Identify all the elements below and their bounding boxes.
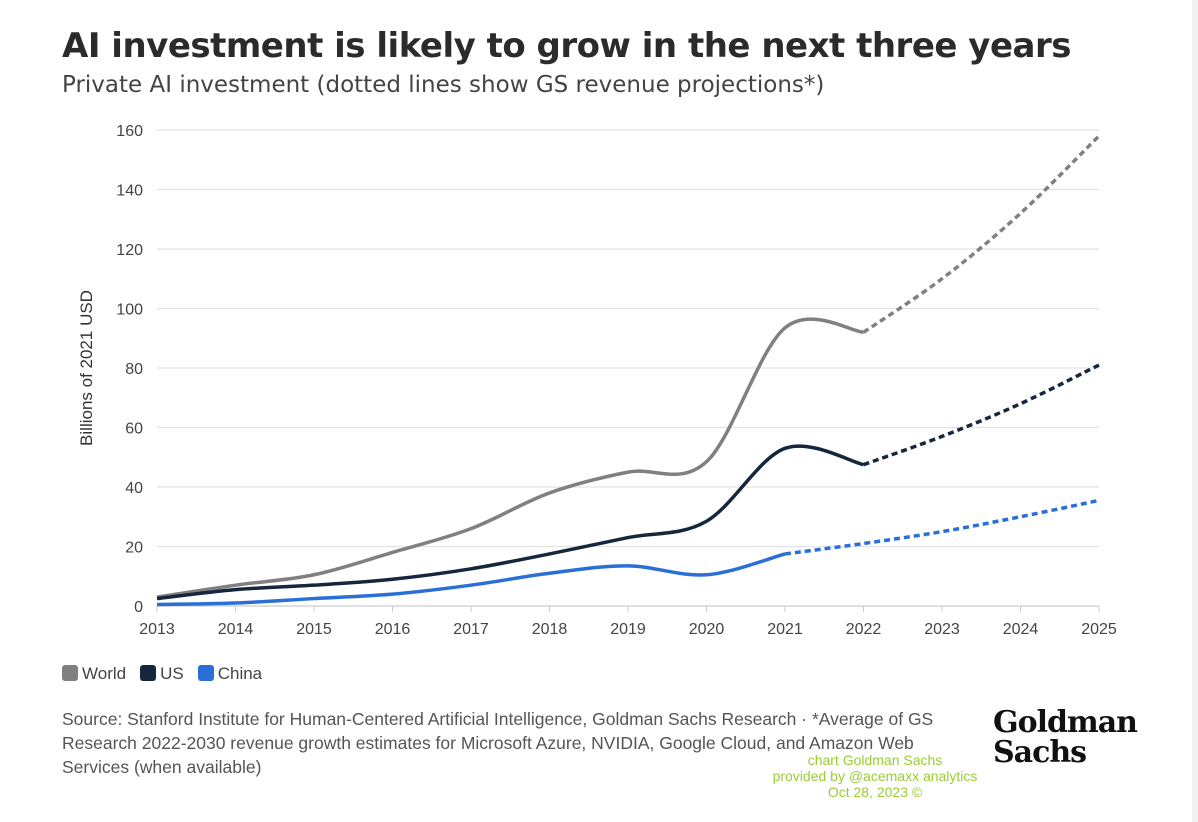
y-tick-label: 20 <box>125 540 143 557</box>
y-tick-label: 60 <box>125 421 143 438</box>
series-projection-china <box>784 498 1100 556</box>
legend-label: US <box>160 664 184 683</box>
y-tick-label: 80 <box>125 361 143 378</box>
x-tick-label: 2013 <box>139 621 175 638</box>
y-axis-label: Billions of 2021 USD <box>77 290 96 446</box>
legend-swatch <box>197 665 214 681</box>
legend-item: World <box>62 664 126 684</box>
legend-swatch <box>62 665 78 681</box>
watermark-line: provided by @acemaxx analytics <box>772 768 978 784</box>
legend-label: World <box>82 664 127 683</box>
series-line-world <box>156 317 864 599</box>
legend-swatch <box>140 665 157 681</box>
chart-subtitle: Private AI investment (dotted lines show… <box>62 72 825 98</box>
legend-item: China <box>197 664 263 684</box>
legend: World US China <box>62 664 262 684</box>
series-projection-us <box>862 363 1100 467</box>
x-tick-label: 2022 <box>846 621 882 638</box>
x-tick-label: 2023 <box>924 621 960 638</box>
y-tick-label: 0 <box>134 599 143 616</box>
watermark-line: Oct 28, 2023 © <box>827 784 923 800</box>
x-tick-label: 2016 <box>375 621 411 638</box>
y-tick-label: 40 <box>125 480 143 497</box>
source-note: Source: Stanford Institute for Human-Cen… <box>62 709 934 777</box>
goldman-sachs-logo: Goldman Sachs <box>993 705 1138 770</box>
x-tick-label: 2014 <box>218 621 254 638</box>
x-tick-label: 2020 <box>689 621 725 638</box>
x-tick-label: 2018 <box>532 621 568 638</box>
x-tick-label: 2015 <box>296 621 332 638</box>
chart-title: AI investment is likely to grow in the n… <box>62 26 1071 66</box>
x-tick-label: 2021 <box>767 621 803 638</box>
x-tick-label: 2024 <box>1003 621 1039 638</box>
y-tick-label: 100 <box>116 302 143 319</box>
x-tick-label: 2025 <box>1081 621 1117 638</box>
watermark: chart Goldman Sachs provided by @acemaxx… <box>730 752 1020 800</box>
x-tick-label: 2017 <box>453 621 489 638</box>
y-tick-label: 160 <box>116 123 143 140</box>
series-line-us <box>156 444 864 601</box>
legend-label: China <box>217 664 263 683</box>
series-line-china <box>156 552 786 607</box>
watermark-line: chart Goldman Sachs <box>807 752 943 768</box>
y-tick-label: 140 <box>116 183 143 200</box>
y-tick-label: 120 <box>116 242 143 259</box>
scrollbar[interactable] <box>1192 0 1198 822</box>
x-tick-label: 2019 <box>610 621 646 638</box>
series-projection-world <box>862 134 1101 334</box>
legend-item: US <box>140 664 184 684</box>
